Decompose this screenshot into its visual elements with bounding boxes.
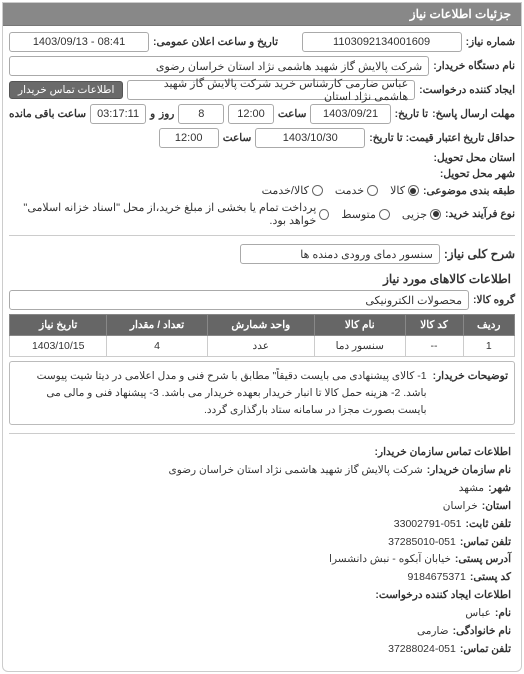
time-label-1: ساعت xyxy=(278,108,307,120)
category-radio-group: کالا خدمت کالا/خدمت xyxy=(262,184,419,197)
time-label-2: ساعت xyxy=(223,132,252,144)
radio-p3[interactable] xyxy=(319,209,329,220)
deadline-date-field: 1403/09/21 xyxy=(310,104,390,124)
radio-both[interactable] xyxy=(312,185,323,196)
buyer-contact-button[interactable]: اطلاعات تماس خریدار xyxy=(9,81,123,99)
f-zip-label: کد پستی: xyxy=(470,569,511,587)
buyer-org-field: شرکت پالایش گاز شهید هاشمی نژاد استان خر… xyxy=(9,56,429,76)
radio-p3-label: پرداخت تمام یا بخشی از مبلغ خرید،از محل … xyxy=(9,201,316,227)
deadline-label: مهلت ارسال پاسخ: xyxy=(432,108,515,120)
days-left-field: 8 xyxy=(178,104,224,124)
radio-khadamat-label: خدمت xyxy=(335,184,364,197)
buyer-desc-text: 1- کالای پیشنهادی می بایست دقیقاً" مطابق… xyxy=(16,368,427,418)
radio-p2[interactable] xyxy=(379,209,390,220)
footer-block: اطلاعات تماس سازمان خریدار: نام سازمان خ… xyxy=(9,442,515,660)
budget-label: طبقه بندی موضوعی: xyxy=(423,185,515,197)
f-phone: 33002791-051 xyxy=(394,516,462,534)
creator-field: عباس ضارمی کارشناس خرید شرکت پالایش گاز … xyxy=(127,80,415,100)
table-row: 1 -- سنسور دما عدد 4 1403/10/15 xyxy=(10,336,515,357)
f-province: خراسان xyxy=(443,498,478,516)
th-2: نام کالا xyxy=(314,315,405,336)
radio-p1-label: جزیی xyxy=(402,208,427,221)
f-cphone: 37288024-051 xyxy=(388,641,456,659)
td-5: 1403/10/15 xyxy=(10,336,107,357)
th-1: کد کالا xyxy=(405,315,463,336)
need-title-label: شرح کلی نیاز: xyxy=(444,247,515,261)
td-2: سنسور دما xyxy=(314,336,405,357)
radio-khadamat[interactable] xyxy=(367,185,378,196)
f-zip: 9184675371 xyxy=(407,569,465,587)
f-fax: 37285010-051 xyxy=(388,534,456,552)
f-creator-title: اطلاعات ایجاد کننده درخواست: xyxy=(375,587,511,605)
group-label: گروه کالا: xyxy=(473,294,515,306)
remaining-label: ساعت باقی مانده xyxy=(9,108,86,120)
radio-p1[interactable] xyxy=(430,209,441,220)
details-panel: جزئیات اطلاعات نیاز شماره نیاز: 11030921… xyxy=(2,2,522,672)
remaining-time-field: 03:17:11 xyxy=(90,104,146,124)
f-name: عباس xyxy=(465,605,490,623)
th-4: تعداد / مقدار xyxy=(107,315,207,336)
process-label: نوع فرآیند خرید: xyxy=(445,208,515,220)
need-number-field: 1103092134001609 xyxy=(302,32,462,52)
td-4: 4 xyxy=(107,336,207,357)
validity-date-field: 1403/10/30 xyxy=(255,128,365,148)
need-title-field: سنسور دمای ورودی دمنده ها xyxy=(240,244,440,264)
radio-kala-label: کالا xyxy=(390,184,405,197)
f-postal: خیابان آبکوه - نبش دانشسرا xyxy=(329,551,451,569)
announce-field: 08:41 - 1403/09/13 xyxy=(9,32,149,52)
panel-body: شماره نیاز: 1103092134001609 تاریخ و ساع… xyxy=(3,26,521,671)
f-city: مشهد xyxy=(459,480,484,498)
radio-p2-label: متوسط xyxy=(341,208,376,221)
f-postal-label: آدرس پستی: xyxy=(455,551,511,569)
separator-2 xyxy=(9,433,515,434)
th-3: واحد شمارش xyxy=(207,315,314,336)
buyer-org-label: نام دستگاه خریدار: xyxy=(433,60,515,72)
f-org-label: نام سازمان خریدار: xyxy=(427,462,511,480)
radio-kala[interactable] xyxy=(408,185,419,196)
validity-label: حداقل تاریخ اعتبار قیمت: تا تاریخ: xyxy=(369,132,515,144)
td-1: -- xyxy=(405,336,463,357)
f-cphone-label: تلفن تماس: xyxy=(460,641,511,659)
f-lname-label: نام خانوادگی: xyxy=(453,623,511,641)
province-delivery-label: استان محل تحویل: xyxy=(434,152,515,164)
f-phone-label: تلفن ثابت: xyxy=(466,516,511,534)
deadline-time-field: 12:00 xyxy=(228,104,274,124)
goods-section-title: اطلاعات کالاهای مورد نیاز xyxy=(9,272,515,286)
th-0: ردیف xyxy=(463,315,515,336)
th-5: تاریخ نیاز xyxy=(10,315,107,336)
td-0: 1 xyxy=(463,336,515,357)
city-delivery-label: شهر محل تحویل: xyxy=(440,168,515,180)
and-label: و xyxy=(150,108,155,120)
buyer-desc-label: توضیحات خریدار: xyxy=(433,368,508,418)
validity-time-field: 12:00 xyxy=(159,128,219,148)
f-name-label: نام: xyxy=(495,605,511,623)
radio-both-label: کالا/خدمت xyxy=(262,184,309,197)
deadline-until-label: تا تاریخ: xyxy=(395,108,428,120)
process-radio-group: جزیی متوسط پرداخت تمام یا بخشی از مبلغ خ… xyxy=(9,201,441,227)
f-org: شرکت پالایش گاز شهید هاشمی نژاد استان خر… xyxy=(168,462,422,480)
table-header-row: ردیف کد کالا نام کالا واحد شمارش تعداد /… xyxy=(10,315,515,336)
panel-title: جزئیات اطلاعات نیاز xyxy=(3,3,521,26)
td-3: عدد xyxy=(207,336,314,357)
announce-label: تاریخ و ساعت اعلان عمومی: xyxy=(153,36,278,48)
creator-label: ایجاد کننده درخواست: xyxy=(419,84,515,96)
need-number-label: شماره نیاز: xyxy=(466,36,515,48)
f-lname: ضارمی xyxy=(417,623,449,641)
f-province-label: استان: xyxy=(482,498,511,516)
f-city-label: شهر: xyxy=(488,480,511,498)
separator-1 xyxy=(9,235,515,236)
goods-table: ردیف کد کالا نام کالا واحد شمارش تعداد /… xyxy=(9,314,515,357)
f-fax-label: تلفن تماس: xyxy=(460,534,511,552)
day-label: روز xyxy=(159,108,174,120)
buyer-description-box: توضیحات خریدار: 1- کالای پیشنهادی می بای… xyxy=(9,361,515,425)
group-field: محصولات الکترونیکی xyxy=(9,290,469,310)
footer-title: اطلاعات تماس سازمان خریدار: xyxy=(375,444,511,462)
